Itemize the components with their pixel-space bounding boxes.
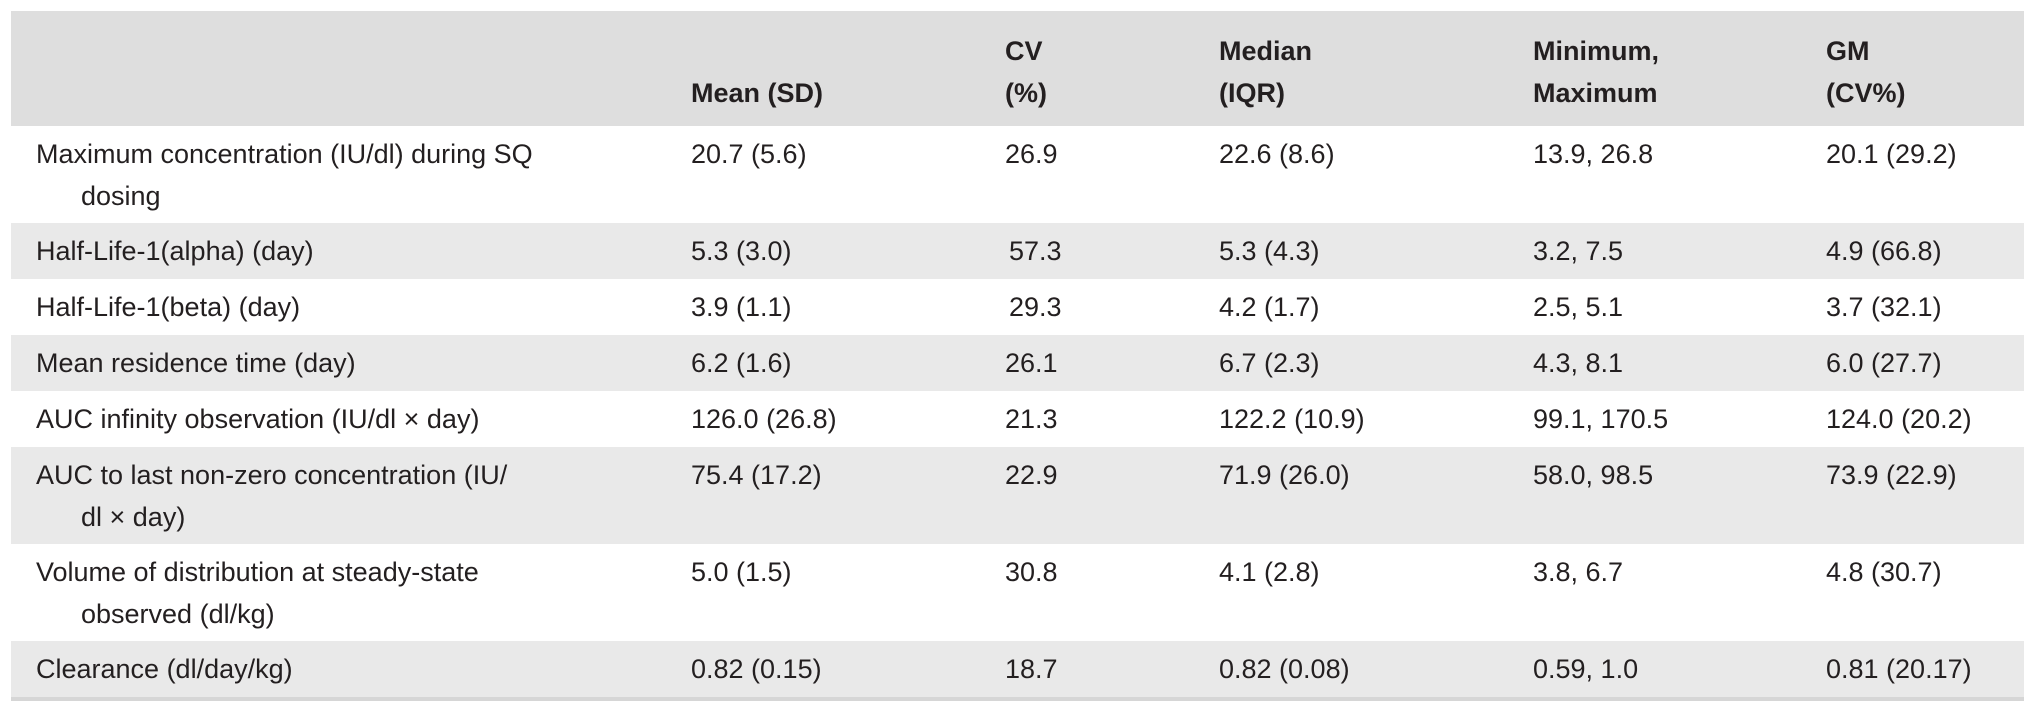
cell-min-max: 2.5, 5.1 xyxy=(1533,292,1624,322)
cell-min-max: 3.2, 7.5 xyxy=(1533,236,1624,266)
cell-median-iqr: 22.6 (8.6) xyxy=(1219,139,1335,169)
cell-median-iqr: 4.1 (2.8) xyxy=(1219,557,1320,587)
row-parameter-label: Half-Life-1(alpha) (day) xyxy=(36,236,314,266)
cell-min-max: 0.59, 1.0 xyxy=(1533,654,1639,684)
cell-min-max: 13.9, 26.8 xyxy=(1533,139,1654,169)
table-row: Mean residence time (day) 6.2 (1.6) 26.1… xyxy=(11,335,2024,391)
cell-cv: 30.8 xyxy=(1005,557,1058,587)
cell-gm-cv: 6.0 (27.7) xyxy=(1826,348,1942,378)
row-parameter-label: AUC to last non-zero concentration (IU/ … xyxy=(36,460,508,532)
cell-mean-sd: 3.9 (1.1) xyxy=(691,292,792,322)
cell-mean-sd: 5.3 (3.0) xyxy=(691,236,792,266)
cell-gm-cv: 124.0 (20.2) xyxy=(1826,404,1972,434)
cell-gm-cv: 4.9 (66.8) xyxy=(1826,236,1942,266)
table-row: AUC infinity observation (IU/dl × day) 1… xyxy=(11,391,2024,447)
cell-min-max: 58.0, 98.5 xyxy=(1533,460,1654,490)
row-parameter-label: Half-Life-1(beta) (day) xyxy=(36,292,301,322)
header-min-max: Minimum, Maximum xyxy=(1533,36,1659,108)
pk-parameters-table: Mean (SD) CV (%) Median (IQR) Minimum, M… xyxy=(11,11,2024,701)
header-mean-sd: Mean (SD) xyxy=(691,78,824,108)
cell-mean-sd: 0.82 (0.15) xyxy=(691,654,822,684)
cell-cv: 57.3 xyxy=(1009,236,1062,266)
table-row: Half-Life-1(beta) (day) 3.9 (1.1) 29.3 4… xyxy=(11,279,2024,335)
cell-mean-sd: 20.7 (5.6) xyxy=(691,139,807,169)
cell-median-iqr: 6.7 (2.3) xyxy=(1219,348,1320,378)
cell-median-iqr: 5.3 (4.3) xyxy=(1219,236,1320,266)
cell-gm-cv: 0.81 (20.17) xyxy=(1826,654,1972,684)
header-cv: CV (%) xyxy=(1005,36,1047,108)
cell-cv: 18.7 xyxy=(1005,654,1058,684)
row-parameter-label: AUC infinity observation (IU/dl × day) xyxy=(36,404,480,434)
cell-min-max: 99.1, 170.5 xyxy=(1533,404,1669,434)
cell-cv: 29.3 xyxy=(1009,292,1062,322)
row-parameter-label: Maximum concentration (IU/dl) during SQ … xyxy=(36,139,533,211)
cell-min-max: 3.8, 6.7 xyxy=(1533,557,1624,587)
cell-min-max: 4.3, 8.1 xyxy=(1533,348,1624,378)
table-header-row: Mean (SD) CV (%) Median (IQR) Minimum, M… xyxy=(11,11,2024,126)
table-row: Half-Life-1(alpha) (day) 5.3 (3.0) 57.3 … xyxy=(11,223,2024,279)
cell-mean-sd: 6.2 (1.6) xyxy=(691,348,792,378)
cell-mean-sd: 5.0 (1.5) xyxy=(691,557,792,587)
cell-median-iqr: 4.2 (1.7) xyxy=(1219,292,1320,322)
cell-mean-sd: 126.0 (26.8) xyxy=(691,404,837,434)
table-row: Clearance (dl/day/kg) 0.82 (0.15) 18.7 0… xyxy=(11,641,2024,697)
cell-median-iqr: 122.2 (10.9) xyxy=(1219,404,1365,434)
row-parameter-label: Volume of distribution at steady-state o… xyxy=(36,557,479,629)
cell-median-iqr: 0.82 (0.08) xyxy=(1219,654,1350,684)
cell-gm-cv: 4.8 (30.7) xyxy=(1826,557,1942,587)
cell-median-iqr: 71.9 (26.0) xyxy=(1219,460,1350,490)
cell-gm-cv: 3.7 (32.1) xyxy=(1826,292,1942,322)
row-parameter-label: Clearance (dl/day/kg) xyxy=(36,654,293,684)
cell-cv: 26.1 xyxy=(1005,348,1058,378)
table-row: AUC to last non-zero concentration (IU/ … xyxy=(11,447,2024,544)
cell-cv: 22.9 xyxy=(1005,460,1058,490)
table-row: Volume of distribution at steady-state o… xyxy=(11,544,2024,641)
row-parameter-label: Mean residence time (day) xyxy=(36,348,356,378)
table-row: Maximum concentration (IU/dl) during SQ … xyxy=(11,126,2024,223)
header-median-iqr: Median (IQR) xyxy=(1219,36,1313,108)
cell-gm-cv: 73.9 (22.9) xyxy=(1826,460,1957,490)
cell-cv: 21.3 xyxy=(1005,404,1058,434)
cell-cv: 26.9 xyxy=(1005,139,1058,169)
cell-gm-cv: 20.1 (29.2) xyxy=(1826,139,1957,169)
header-gm-cv: GM (CV%) xyxy=(1826,36,1906,108)
cell-mean-sd: 75.4 (17.2) xyxy=(691,460,822,490)
